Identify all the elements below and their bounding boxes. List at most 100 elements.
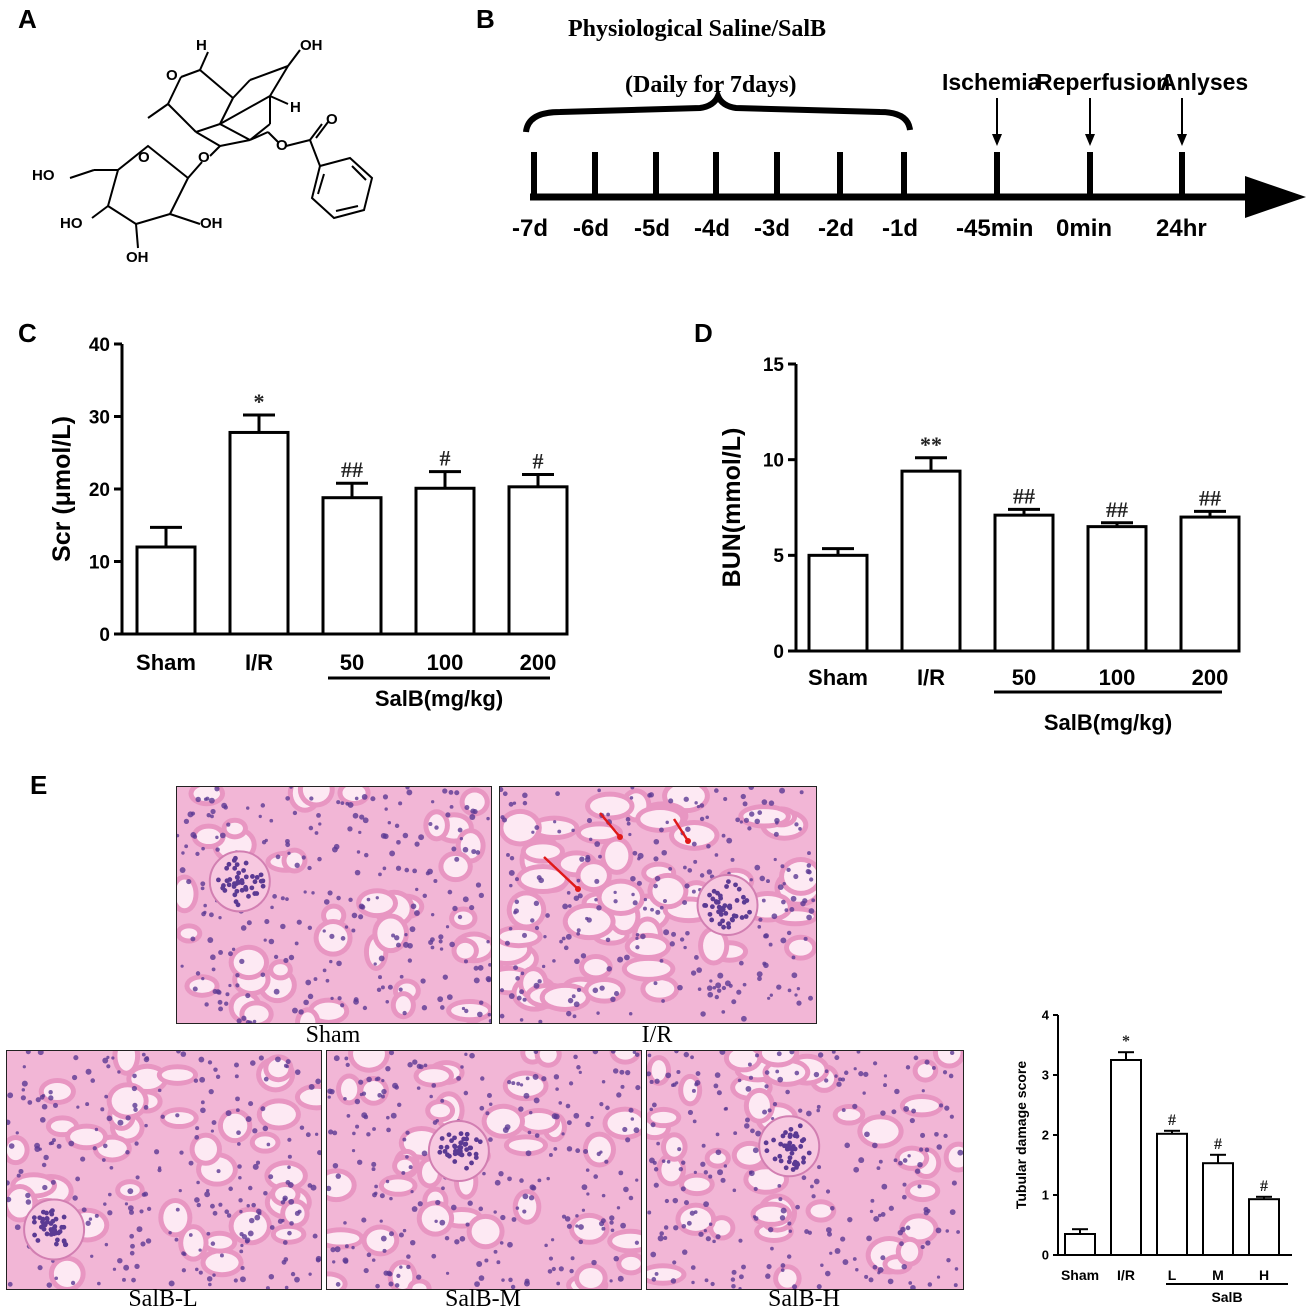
nucleus — [512, 801, 517, 805]
nucleus — [430, 945, 435, 950]
nucleus — [439, 1136, 445, 1141]
nucleus — [410, 1190, 414, 1194]
nucleus — [269, 1225, 275, 1230]
nucleus — [844, 1142, 850, 1149]
nucleus — [333, 1055, 340, 1062]
nucleus — [188, 1233, 193, 1237]
nucleus — [752, 1147, 759, 1154]
nucleus — [575, 1214, 579, 1218]
nucleus — [551, 1113, 558, 1120]
nucleus — [218, 915, 222, 920]
nucleus — [713, 899, 719, 904]
nucleus — [200, 881, 206, 887]
nucleus — [801, 1155, 807, 1161]
nucleus — [488, 1137, 493, 1142]
nucleus — [72, 1195, 78, 1201]
nucleus — [672, 1260, 677, 1265]
nucleus — [653, 1167, 659, 1172]
nucleus — [70, 1280, 76, 1286]
nucleus — [687, 1109, 694, 1116]
nucleus — [604, 1159, 609, 1164]
nucleus — [41, 1221, 47, 1227]
nucleus — [691, 841, 697, 847]
red-arrowhead — [575, 886, 581, 892]
nucleus — [399, 974, 404, 979]
nucleus — [287, 1137, 292, 1142]
nucleus — [244, 1239, 250, 1244]
nucleus — [488, 1018, 491, 1023]
nucleus — [317, 1150, 321, 1156]
nucleus — [716, 1090, 722, 1096]
nucleus — [102, 1143, 108, 1149]
nucleus — [864, 1131, 870, 1138]
nucleus — [723, 910, 729, 916]
nucleus — [415, 887, 419, 892]
nucleus — [762, 1109, 768, 1115]
nucleus — [459, 836, 464, 841]
tubule-lumen — [342, 787, 366, 801]
nucleus — [291, 1007, 298, 1014]
nucleus — [729, 917, 735, 922]
nucleus — [799, 790, 804, 795]
atom-label: O — [166, 67, 178, 84]
nucleus — [609, 1220, 614, 1225]
timeline-tick-label: -5d — [634, 215, 670, 242]
nucleus — [362, 817, 369, 824]
nucleus — [363, 1114, 369, 1120]
nucleus — [903, 1106, 910, 1112]
nucleus — [421, 1150, 428, 1157]
nucleus — [633, 1127, 640, 1134]
nucleus — [847, 1216, 853, 1223]
nucleus — [843, 1070, 849, 1076]
tubule-lumen — [503, 813, 537, 842]
nucleus — [239, 880, 245, 886]
nucleus — [953, 1283, 958, 1288]
nucleus — [873, 1215, 880, 1222]
nucleus — [798, 1108, 803, 1113]
nucleus — [766, 1264, 772, 1270]
tubule-lumen — [233, 949, 265, 976]
nucleus — [810, 1184, 814, 1189]
nucleus — [954, 1267, 959, 1271]
nucleus — [685, 826, 691, 832]
bar — [1202, 1162, 1234, 1256]
tubule-lumen — [377, 918, 405, 949]
atom-label: HO — [60, 215, 83, 232]
nucleus — [806, 914, 812, 921]
nucleus — [679, 937, 685, 942]
nucleus — [405, 787, 410, 790]
nucleus — [630, 875, 636, 882]
histology-image-salb-h — [646, 1050, 964, 1290]
nucleus — [7, 1119, 11, 1126]
nucleus — [451, 846, 457, 852]
nucleus — [473, 977, 480, 984]
nucleus — [312, 1233, 318, 1239]
nucleus — [328, 1129, 334, 1135]
nucleus — [469, 1160, 474, 1166]
nucleus — [779, 787, 786, 794]
nucleus — [748, 1170, 755, 1177]
nucleus — [510, 1284, 516, 1289]
nucleus — [498, 1171, 504, 1177]
nucleus — [407, 958, 413, 963]
y-tick-label: 30 — [89, 407, 110, 428]
nucleus — [488, 962, 491, 967]
nucleus — [704, 1278, 709, 1283]
nucleus — [499, 1241, 504, 1245]
nucleus — [68, 1140, 75, 1147]
nucleus — [610, 1228, 615, 1233]
nucleus — [642, 906, 647, 911]
nucleus — [44, 1219, 50, 1225]
nucleus — [534, 925, 540, 931]
nucleus — [731, 1269, 737, 1275]
nucleus — [683, 865, 687, 870]
nucleus — [596, 1011, 600, 1015]
nucleus — [228, 1186, 233, 1192]
nucleus — [742, 801, 748, 807]
tubule-lumen — [862, 1119, 899, 1144]
tubule-lumen — [111, 1087, 144, 1115]
nucleus — [132, 1102, 138, 1108]
nucleus — [592, 1051, 599, 1055]
nucleus — [224, 878, 230, 884]
nucleus — [683, 945, 687, 950]
